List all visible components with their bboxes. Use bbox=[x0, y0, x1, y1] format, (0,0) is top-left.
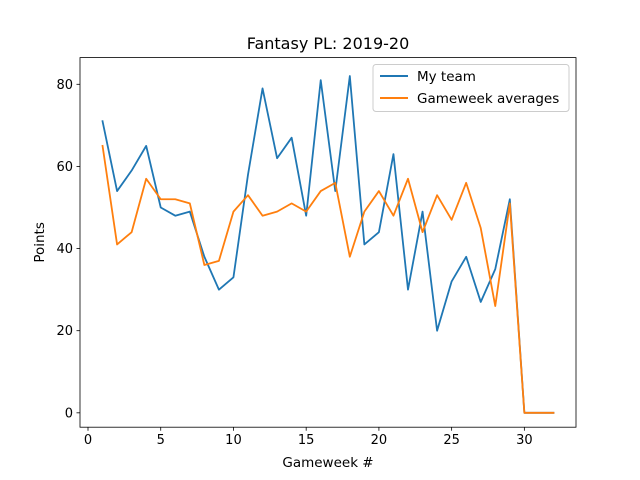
x-tick-label: 5 bbox=[157, 433, 165, 448]
plot-frame bbox=[79, 57, 577, 428]
y-tick-label: 60 bbox=[56, 160, 73, 175]
legend-box bbox=[372, 64, 570, 112]
y-tick-label: 40 bbox=[56, 242, 73, 257]
x-axis-label: Gameweek # bbox=[282, 455, 373, 471]
x-tick-label: 15 bbox=[298, 433, 315, 448]
x-axis-ticks: 0 5 10 15 20 25 30 bbox=[84, 427, 533, 448]
x-tick-label: 25 bbox=[443, 433, 460, 448]
x-tick-label: 0 bbox=[84, 433, 92, 448]
y-tick-label: 0 bbox=[65, 406, 73, 421]
series-line-my-team bbox=[101, 75, 555, 414]
y-tick-label: 20 bbox=[56, 324, 73, 339]
legend-label-gameweek-averages: Gameweek averages bbox=[417, 91, 559, 107]
legend: My team Gameweek averages bbox=[372, 64, 570, 112]
x-tick-label: 10 bbox=[225, 433, 242, 448]
series-line-gameweek-averages bbox=[101, 144, 555, 414]
x-tick-label: 30 bbox=[516, 433, 533, 448]
plot-area bbox=[80, 57, 576, 428]
chart-title: Fantasy PL: 2019-20 bbox=[247, 34, 410, 53]
y-axis-ticks: 0 20 40 60 80 bbox=[56, 78, 80, 421]
legend-label-my-team: My team bbox=[417, 69, 476, 85]
y-tick-label: 80 bbox=[56, 78, 73, 93]
y-axis-label: Points bbox=[32, 222, 48, 263]
x-tick-label: 20 bbox=[371, 433, 388, 448]
series-layer bbox=[101, 75, 555, 414]
